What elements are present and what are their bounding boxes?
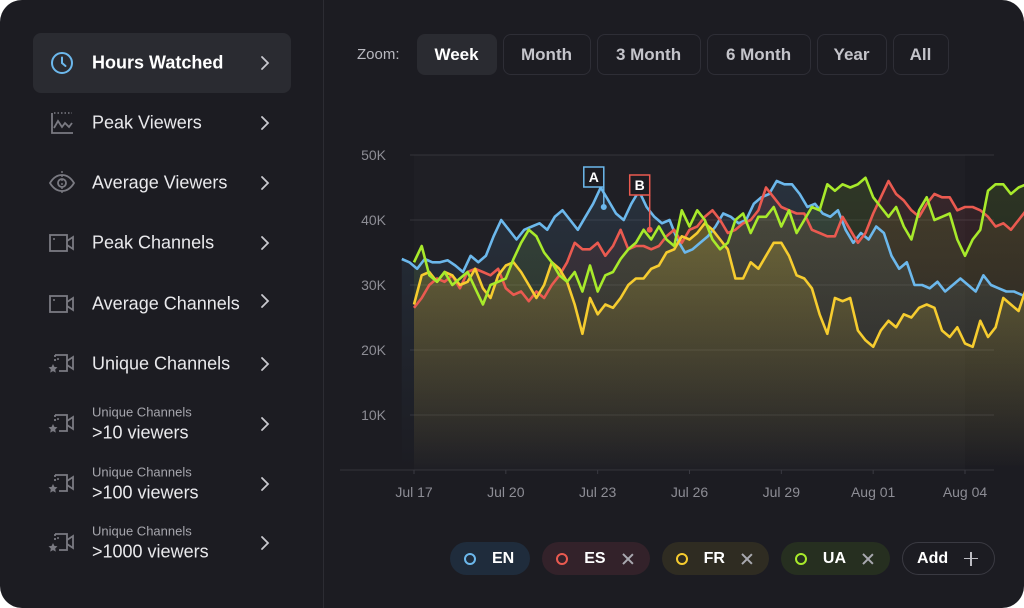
zoom-toolbar: Zoom: Week Month 3 Month 6 Month Year All xyxy=(357,33,955,76)
remove-series-icon[interactable] xyxy=(862,553,874,565)
remove-series-icon[interactable] xyxy=(622,553,634,565)
legend-chip-es[interactable]: ES xyxy=(542,542,650,575)
series-legend: EN ES FR UA Add xyxy=(450,542,1007,575)
clock-icon xyxy=(48,49,76,77)
video-camera-star-icon xyxy=(48,529,76,557)
annotation-box xyxy=(583,166,605,188)
sidebar-item-unique-channels-10[interactable]: Unique Channels >10 viewers xyxy=(33,394,291,454)
sidebar-item-label: Peak Viewers xyxy=(92,112,202,133)
sidebar-item-hours-watched[interactable]: Hours Watched xyxy=(33,33,291,93)
video-camera-star-icon xyxy=(48,350,76,378)
add-label: Add xyxy=(917,549,949,567)
legend-chip-en[interactable]: EN xyxy=(450,542,531,575)
sidebar-item-unique-channels[interactable]: Unique Channels xyxy=(33,334,291,394)
sidebar: Hours Watched Peak Viewers Average Viewers… xyxy=(0,0,324,608)
annotation-box xyxy=(628,174,651,196)
legend-chip-label: FR xyxy=(703,549,725,567)
x-tick-label: Aug 04 xyxy=(943,484,988,500)
annotation-b[interactable]: B xyxy=(628,174,653,233)
line-fr[interactable] xyxy=(412,222,1024,349)
sidebar-item-label: Average Channels xyxy=(92,293,240,314)
zoom-button-6-month[interactable]: 6 Month xyxy=(706,34,811,75)
chevron-right-icon xyxy=(259,115,271,131)
legend-chip-fr[interactable]: FR xyxy=(661,542,769,575)
video-camera-star-icon xyxy=(48,410,76,438)
series-color-ring-icon xyxy=(675,552,688,565)
annotation-label: A xyxy=(589,169,599,185)
video-camera-icon xyxy=(48,290,76,318)
annotation-a[interactable]: A xyxy=(583,166,607,210)
sidebar-item-unique-channels-100[interactable]: Unique Channels >100 viewers xyxy=(33,454,291,514)
legend-chip-label: EN xyxy=(492,549,515,567)
sidebar-item-label: Unique Channels >100 viewers xyxy=(92,465,199,504)
chevron-right-icon xyxy=(259,293,271,309)
legend-chip-label: UA xyxy=(822,549,847,567)
chevron-right-icon xyxy=(259,356,271,372)
y-tick-label: 10K xyxy=(361,407,387,423)
sidebar-item-label: Unique Channels >10 viewers xyxy=(92,405,192,444)
sidebar-item-peak-viewers[interactable]: Peak Viewers xyxy=(33,93,291,153)
video-camera-star-icon xyxy=(48,470,76,498)
area-ua xyxy=(414,177,1024,470)
chevron-right-icon xyxy=(259,55,271,71)
y-tick-label: 30K xyxy=(361,277,387,293)
chevron-right-icon xyxy=(259,535,271,551)
sidebar-item-sublabel: Unique Channels xyxy=(92,464,192,480)
zoom-button-month[interactable]: Month xyxy=(502,34,591,75)
y-tick-label: 20K xyxy=(361,342,387,358)
sidebar-item-average-viewers[interactable]: Average Viewers xyxy=(33,153,291,213)
sidebar-item-label: Average Viewers xyxy=(92,172,228,193)
y-tick-label: 40K xyxy=(361,212,387,228)
sidebar-item-mainlabel: >100 viewers xyxy=(92,482,199,503)
annotation-point xyxy=(600,204,607,210)
series-color-ring-icon xyxy=(794,552,807,565)
sidebar-item-label: Hours Watched xyxy=(92,52,224,73)
annotation-label: B xyxy=(635,177,645,193)
x-tick-label: Jul 29 xyxy=(763,484,801,500)
annotation-point xyxy=(646,226,653,233)
add-series-button[interactable]: Add xyxy=(902,542,996,575)
sidebar-item-sublabel: Unique Channels xyxy=(92,404,192,420)
chevron-right-icon xyxy=(259,175,271,191)
legend-chip-label: ES xyxy=(584,549,606,567)
sidebar-item-mainlabel: >10 viewers xyxy=(92,422,189,443)
sidebar-item-average-channels[interactable]: Average Channels xyxy=(33,274,291,334)
zoom-button-year[interactable]: Year xyxy=(816,34,887,75)
sidebar-item-mainlabel: >1000 viewers xyxy=(92,541,209,562)
sidebar-item-unique-channels-1000[interactable]: Unique Channels >1000 viewers xyxy=(33,513,291,573)
plus-icon xyxy=(964,551,979,566)
zoom-button-week[interactable]: Week xyxy=(416,34,497,75)
video-camera-icon xyxy=(48,229,76,257)
hours-watched-chart: 10K 20K 30K 40K 50K Jul 17 Jul 20 Jul 23 Jul 26 J… xyxy=(340,147,1024,500)
x-tick-label: Jul 17 xyxy=(395,484,433,500)
sidebar-item-sublabel: Unique Channels xyxy=(92,523,192,539)
peak-chart-icon xyxy=(48,109,76,137)
sidebar-item-peak-channels[interactable]: Peak Channels xyxy=(33,213,291,273)
y-tick-label: 50K xyxy=(361,147,387,163)
x-tick-label: Jul 26 xyxy=(671,484,709,500)
sidebar-item-label: Unique Channels >1000 viewers xyxy=(92,524,209,563)
chevron-right-icon xyxy=(259,235,271,251)
series-color-ring-icon xyxy=(464,552,476,565)
legend-chip-ua[interactable]: UA xyxy=(780,542,891,575)
line-ua[interactable] xyxy=(412,176,1024,306)
remove-series-icon[interactable] xyxy=(741,553,753,565)
chevron-right-icon xyxy=(259,416,271,432)
x-tick-label: Jul 20 xyxy=(487,484,525,500)
sidebar-item-label: Peak Channels xyxy=(92,232,215,253)
series-color-ring-icon xyxy=(556,552,569,565)
eye-icon xyxy=(48,169,76,197)
x-tick-label: Aug 01 xyxy=(851,484,896,500)
zoom-button-3-month[interactable]: 3 Month xyxy=(596,34,701,75)
sidebar-item-label: Unique Channels xyxy=(92,353,231,374)
zoom-button-all[interactable]: All xyxy=(892,34,949,75)
x-tick-label: Jul 23 xyxy=(579,484,617,500)
zoom-label: Zoom: xyxy=(357,46,400,63)
chevron-right-icon xyxy=(259,476,271,492)
